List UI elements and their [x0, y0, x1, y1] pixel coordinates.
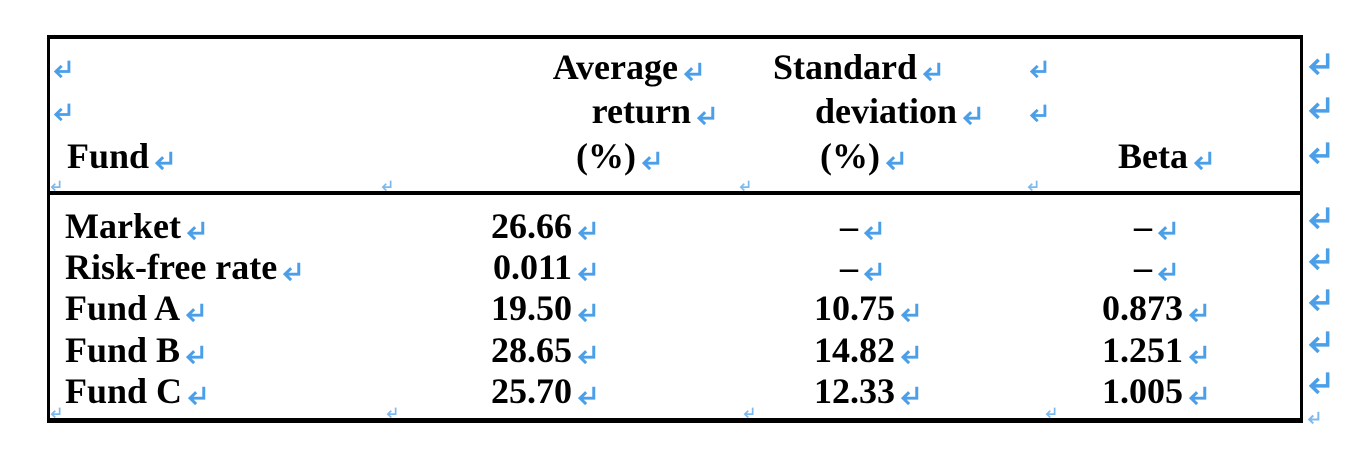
cell-fund-label[interactable]: Market — [65, 208, 207, 244]
cell-fund-label[interactable]: Risk-free rate — [65, 249, 303, 285]
header-beta-label[interactable]: Beta — [1118, 138, 1214, 174]
cell-avg-return-value[interactable]: 28.65 — [491, 332, 598, 368]
end-of-row-mark-icon — [1306, 328, 1332, 353]
line-break-mark-icon — [861, 260, 884, 281]
line-break-mark-icon — [960, 104, 983, 125]
end-of-cell-mark-icon — [742, 406, 755, 418]
line-break-mark-icon — [1155, 260, 1178, 281]
end-of-cell-mark-icon — [1044, 406, 1057, 418]
header-std-dev-unit-label[interactable]: (%) — [820, 138, 906, 174]
header-standard-label[interactable]: Standard — [773, 49, 943, 85]
end-of-cell-mark-icon — [49, 406, 62, 418]
line-break-mark-icon — [1155, 219, 1178, 240]
line-break-mark-icon — [898, 301, 921, 322]
line-break-mark-icon — [1191, 149, 1214, 170]
line-break-mark-icon — [575, 219, 598, 240]
cell-std-dev-value[interactable]: 10.75 — [814, 290, 921, 326]
line-break-mark-icon — [152, 149, 175, 170]
cell-beta-value[interactable]: 1.251 — [1102, 332, 1209, 368]
line-break-mark-icon — [575, 343, 598, 364]
line-break-mark-icon — [575, 384, 598, 405]
line-break-mark-icon — [861, 219, 884, 240]
end-of-cell-mark-icon — [738, 179, 751, 191]
line-break-mark-icon — [920, 60, 943, 81]
end-of-cell-mark-icon — [385, 406, 398, 418]
end-of-row-mark-icon — [1306, 139, 1332, 164]
cell-fund-label[interactable]: Fund C — [65, 373, 208, 409]
header-separator-rule — [47, 191, 1303, 195]
cell-beta-value[interactable]: 0.873 — [1102, 290, 1209, 326]
end-of-cell-mark-icon — [380, 179, 393, 191]
header-avg-return-unit-label[interactable]: (%) — [576, 138, 662, 174]
line-break-mark-icon — [681, 60, 704, 81]
line-break-mark-icon — [51, 58, 73, 78]
line-break-mark-icon — [184, 219, 207, 240]
header-return-label[interactable]: return — [592, 93, 717, 129]
line-break-mark-icon — [280, 260, 303, 281]
end-of-row-mark-icon — [1306, 204, 1332, 229]
cell-beta-value[interactable]: 1.005 — [1102, 373, 1209, 409]
header-deviation-label[interactable]: deviation — [815, 93, 983, 129]
line-break-mark-icon — [575, 301, 598, 322]
line-break-mark-icon — [898, 343, 921, 364]
line-break-mark-icon — [1027, 102, 1049, 122]
end-of-row-mark-icon — [1306, 369, 1332, 394]
cell-fund-label[interactable]: Fund B — [65, 332, 206, 368]
line-break-mark-icon — [1186, 343, 1209, 364]
cell-avg-return-value[interactable]: 26.66 — [491, 208, 598, 244]
cell-avg-return-value[interactable]: 25.70 — [491, 373, 598, 409]
end-of-row-mark-icon — [1306, 286, 1332, 311]
line-break-mark-icon — [898, 384, 921, 405]
line-break-mark-icon — [883, 149, 906, 170]
cell-std-dev-value[interactable]: 14.82 — [814, 332, 921, 368]
end-of-row-mark-icon — [1306, 410, 1321, 424]
header-fund-label[interactable]: Fund — [67, 138, 175, 174]
cell-std-dev-value[interactable]: – — [840, 249, 884, 285]
line-break-mark-icon — [183, 301, 206, 322]
line-break-mark-icon — [183, 343, 206, 364]
cell-std-dev-value[interactable]: – — [840, 208, 884, 244]
line-break-mark-icon — [1027, 58, 1049, 78]
end-of-row-mark-icon — [1306, 50, 1332, 75]
cell-std-dev-value[interactable]: 12.33 — [814, 373, 921, 409]
line-break-mark-icon — [575, 260, 598, 281]
end-of-cell-mark-icon — [49, 179, 62, 191]
end-of-row-mark-icon — [1306, 245, 1332, 270]
cell-beta-value[interactable]: – — [1134, 208, 1178, 244]
line-break-mark-icon — [1186, 301, 1209, 322]
line-break-mark-icon — [51, 101, 73, 121]
cell-avg-return-value[interactable]: 19.50 — [491, 290, 598, 326]
line-break-mark-icon — [639, 149, 662, 170]
header-average-label[interactable]: Average — [553, 49, 704, 85]
cell-fund-label[interactable]: Fund A — [65, 290, 206, 326]
line-break-mark-icon — [185, 384, 208, 405]
line-break-mark-icon — [694, 104, 717, 125]
cell-avg-return-value[interactable]: 0.011 — [493, 249, 598, 285]
table-border-frame — [47, 35, 1303, 423]
cell-beta-value[interactable]: – — [1134, 249, 1178, 285]
end-of-row-mark-icon — [1306, 94, 1332, 119]
end-of-cell-mark-icon — [1026, 179, 1039, 191]
line-break-mark-icon — [1186, 384, 1209, 405]
